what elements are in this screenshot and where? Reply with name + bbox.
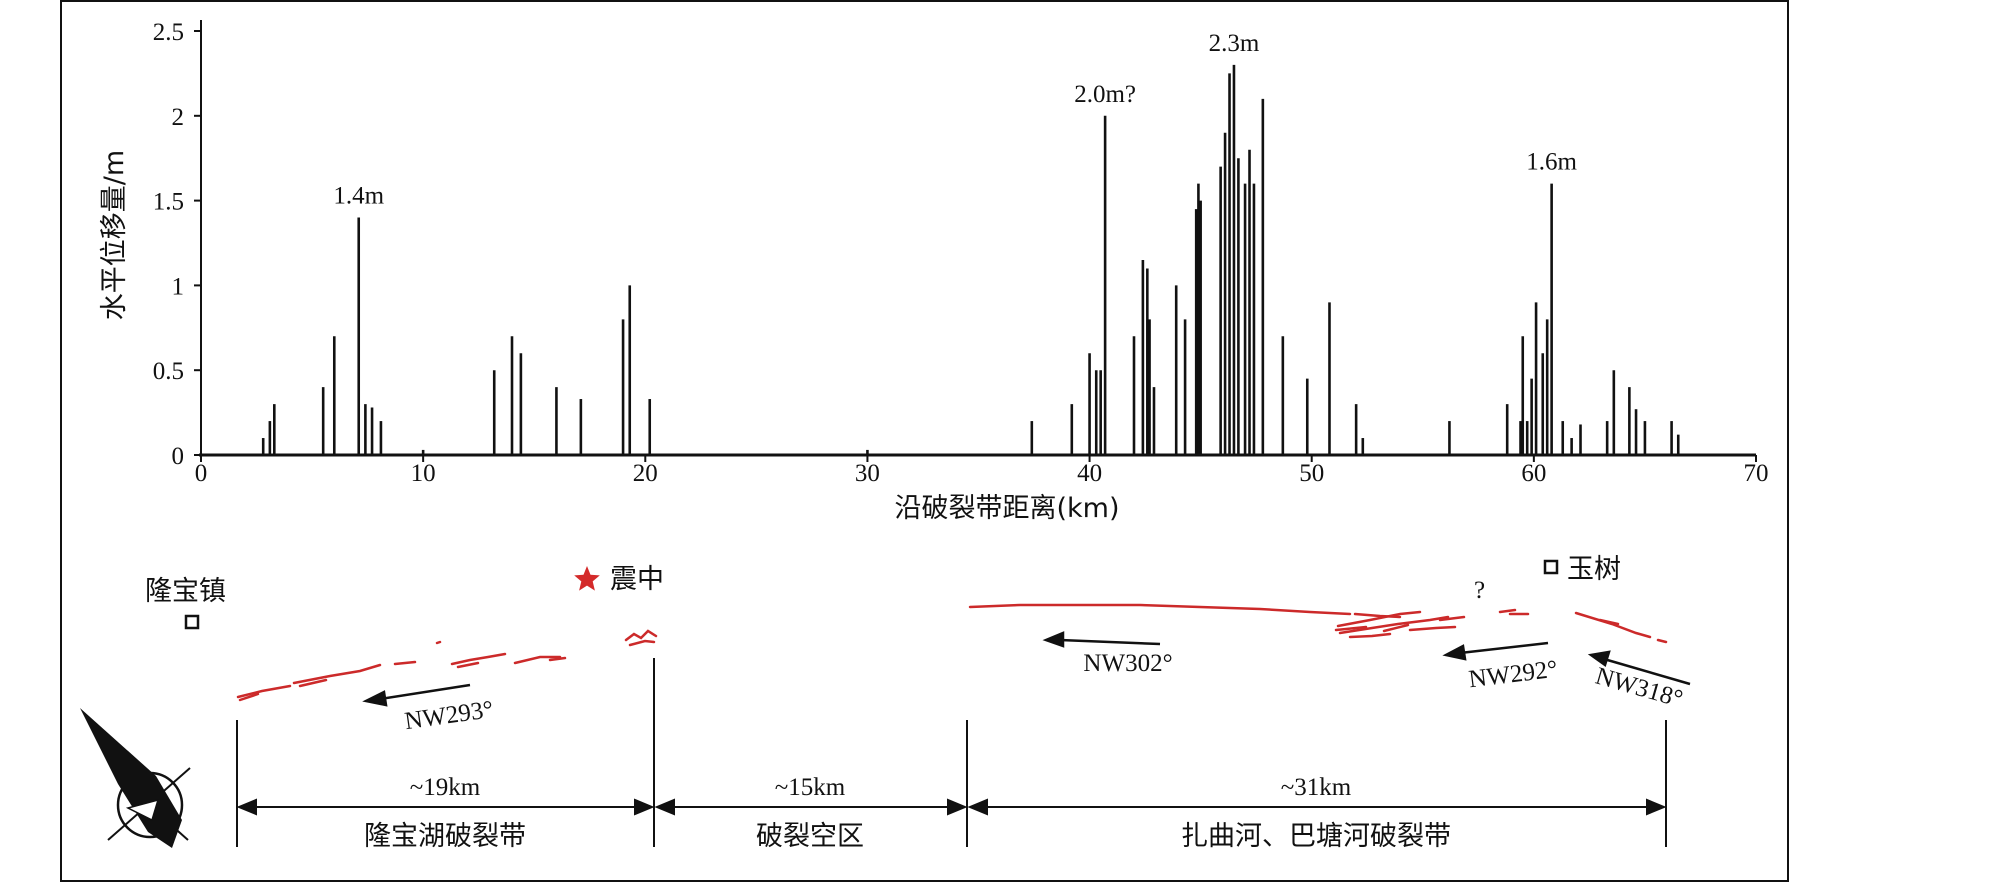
place-label-longbao-town: 隆宝镇: [145, 576, 226, 607]
x-tick-label: 60: [1521, 460, 1546, 487]
y-tick-label: 0: [172, 443, 185, 470]
y-tick-label: 1.5: [153, 189, 184, 216]
y-tick-label: 2: [172, 104, 185, 131]
place-label-yushu: 玉树: [1567, 554, 1621, 585]
x-tick-label: 30: [855, 460, 880, 487]
x-tick-label: 10: [411, 460, 436, 487]
arrow-nw292: [1459, 641, 1549, 655]
bar-series: [261, 64, 1680, 455]
y-tick-label: 1: [172, 273, 185, 300]
y-axis-label: 水平位移量/m: [99, 150, 130, 320]
arrow-nw318: [1603, 657, 1691, 686]
x-tick-label: 0: [195, 460, 208, 487]
place-label-epicenter: 震中: [610, 564, 664, 595]
peak-value-label: 2.0m?: [1074, 81, 1136, 108]
x-tick-group: 0 10 20 30 40 50 60 70: [195, 455, 1769, 487]
y-tick-group: 0 0.5 1 1.5 2 2.5: [153, 19, 201, 470]
arrow-head-icon: [1587, 650, 1611, 668]
direction-label-nw292: NW292°: [1467, 656, 1559, 694]
y-tick-label: 0.5: [153, 358, 184, 385]
segment-dimension-arrows: [236, 798, 1667, 816]
figure-frame: [60, 0, 1789, 882]
arrow-nw302: [1059, 638, 1161, 646]
slip-arrows: [362, 631, 1691, 707]
town-square-icon: [184, 614, 200, 630]
x-tick-label: 20: [633, 460, 658, 487]
x-tick-label: 70: [1744, 460, 1769, 487]
arrow-head-icon: [1442, 644, 1467, 661]
segment-length-zaquhe: ~31km: [1281, 774, 1352, 801]
segment-length-longbao: ~19km: [410, 774, 481, 801]
rupture-trace-zaquhe-batanghe: [968, 603, 1668, 644]
uncertain-mark: ?: [1474, 577, 1485, 604]
rupture-map: 隆宝镇 震中 玉树 ?: [80, 554, 1691, 852]
north-arrow-icon: [80, 708, 191, 848]
segment-name-gap: 破裂空区: [756, 821, 864, 852]
direction-label-nw293: NW293°: [403, 696, 495, 735]
x-axis-label: 沿破裂带距离(km): [894, 493, 1119, 524]
city-square-icon: [1543, 559, 1559, 575]
epicenter-star-icon: [574, 566, 600, 591]
displacement-chart: 0 10 20 30 40 50 60 70 0 0.5 1 1.5 2 2.5 1.4m 2.0m? 2.…: [99, 19, 1769, 524]
segment-name-longbao: 隆宝湖破裂带: [364, 821, 526, 852]
x-tick-label: 40: [1077, 460, 1102, 487]
peak-value-label: 1.4m: [333, 183, 384, 210]
direction-label-nw302: NW302°: [1083, 650, 1172, 677]
annotation-group: 1.4m 2.0m? 2.3m 1.6m: [333, 30, 1577, 210]
arrow-nw293: [379, 683, 471, 701]
arrow-head-icon: [362, 690, 388, 707]
segment-name-zaquhe: 扎曲河、巴塘河破裂带: [1181, 821, 1451, 852]
segment-dividers: [236, 658, 1667, 847]
segment-length-gap: ~15km: [775, 774, 846, 801]
y-tick-label: 2.5: [153, 19, 184, 46]
peak-value-label: 2.3m: [1209, 30, 1260, 57]
peak-value-label: 1.6m: [1526, 149, 1577, 176]
rupture-trace-longbao: [236, 629, 658, 702]
x-tick-label: 50: [1299, 460, 1324, 487]
arrow-head-icon: [1042, 631, 1065, 648]
